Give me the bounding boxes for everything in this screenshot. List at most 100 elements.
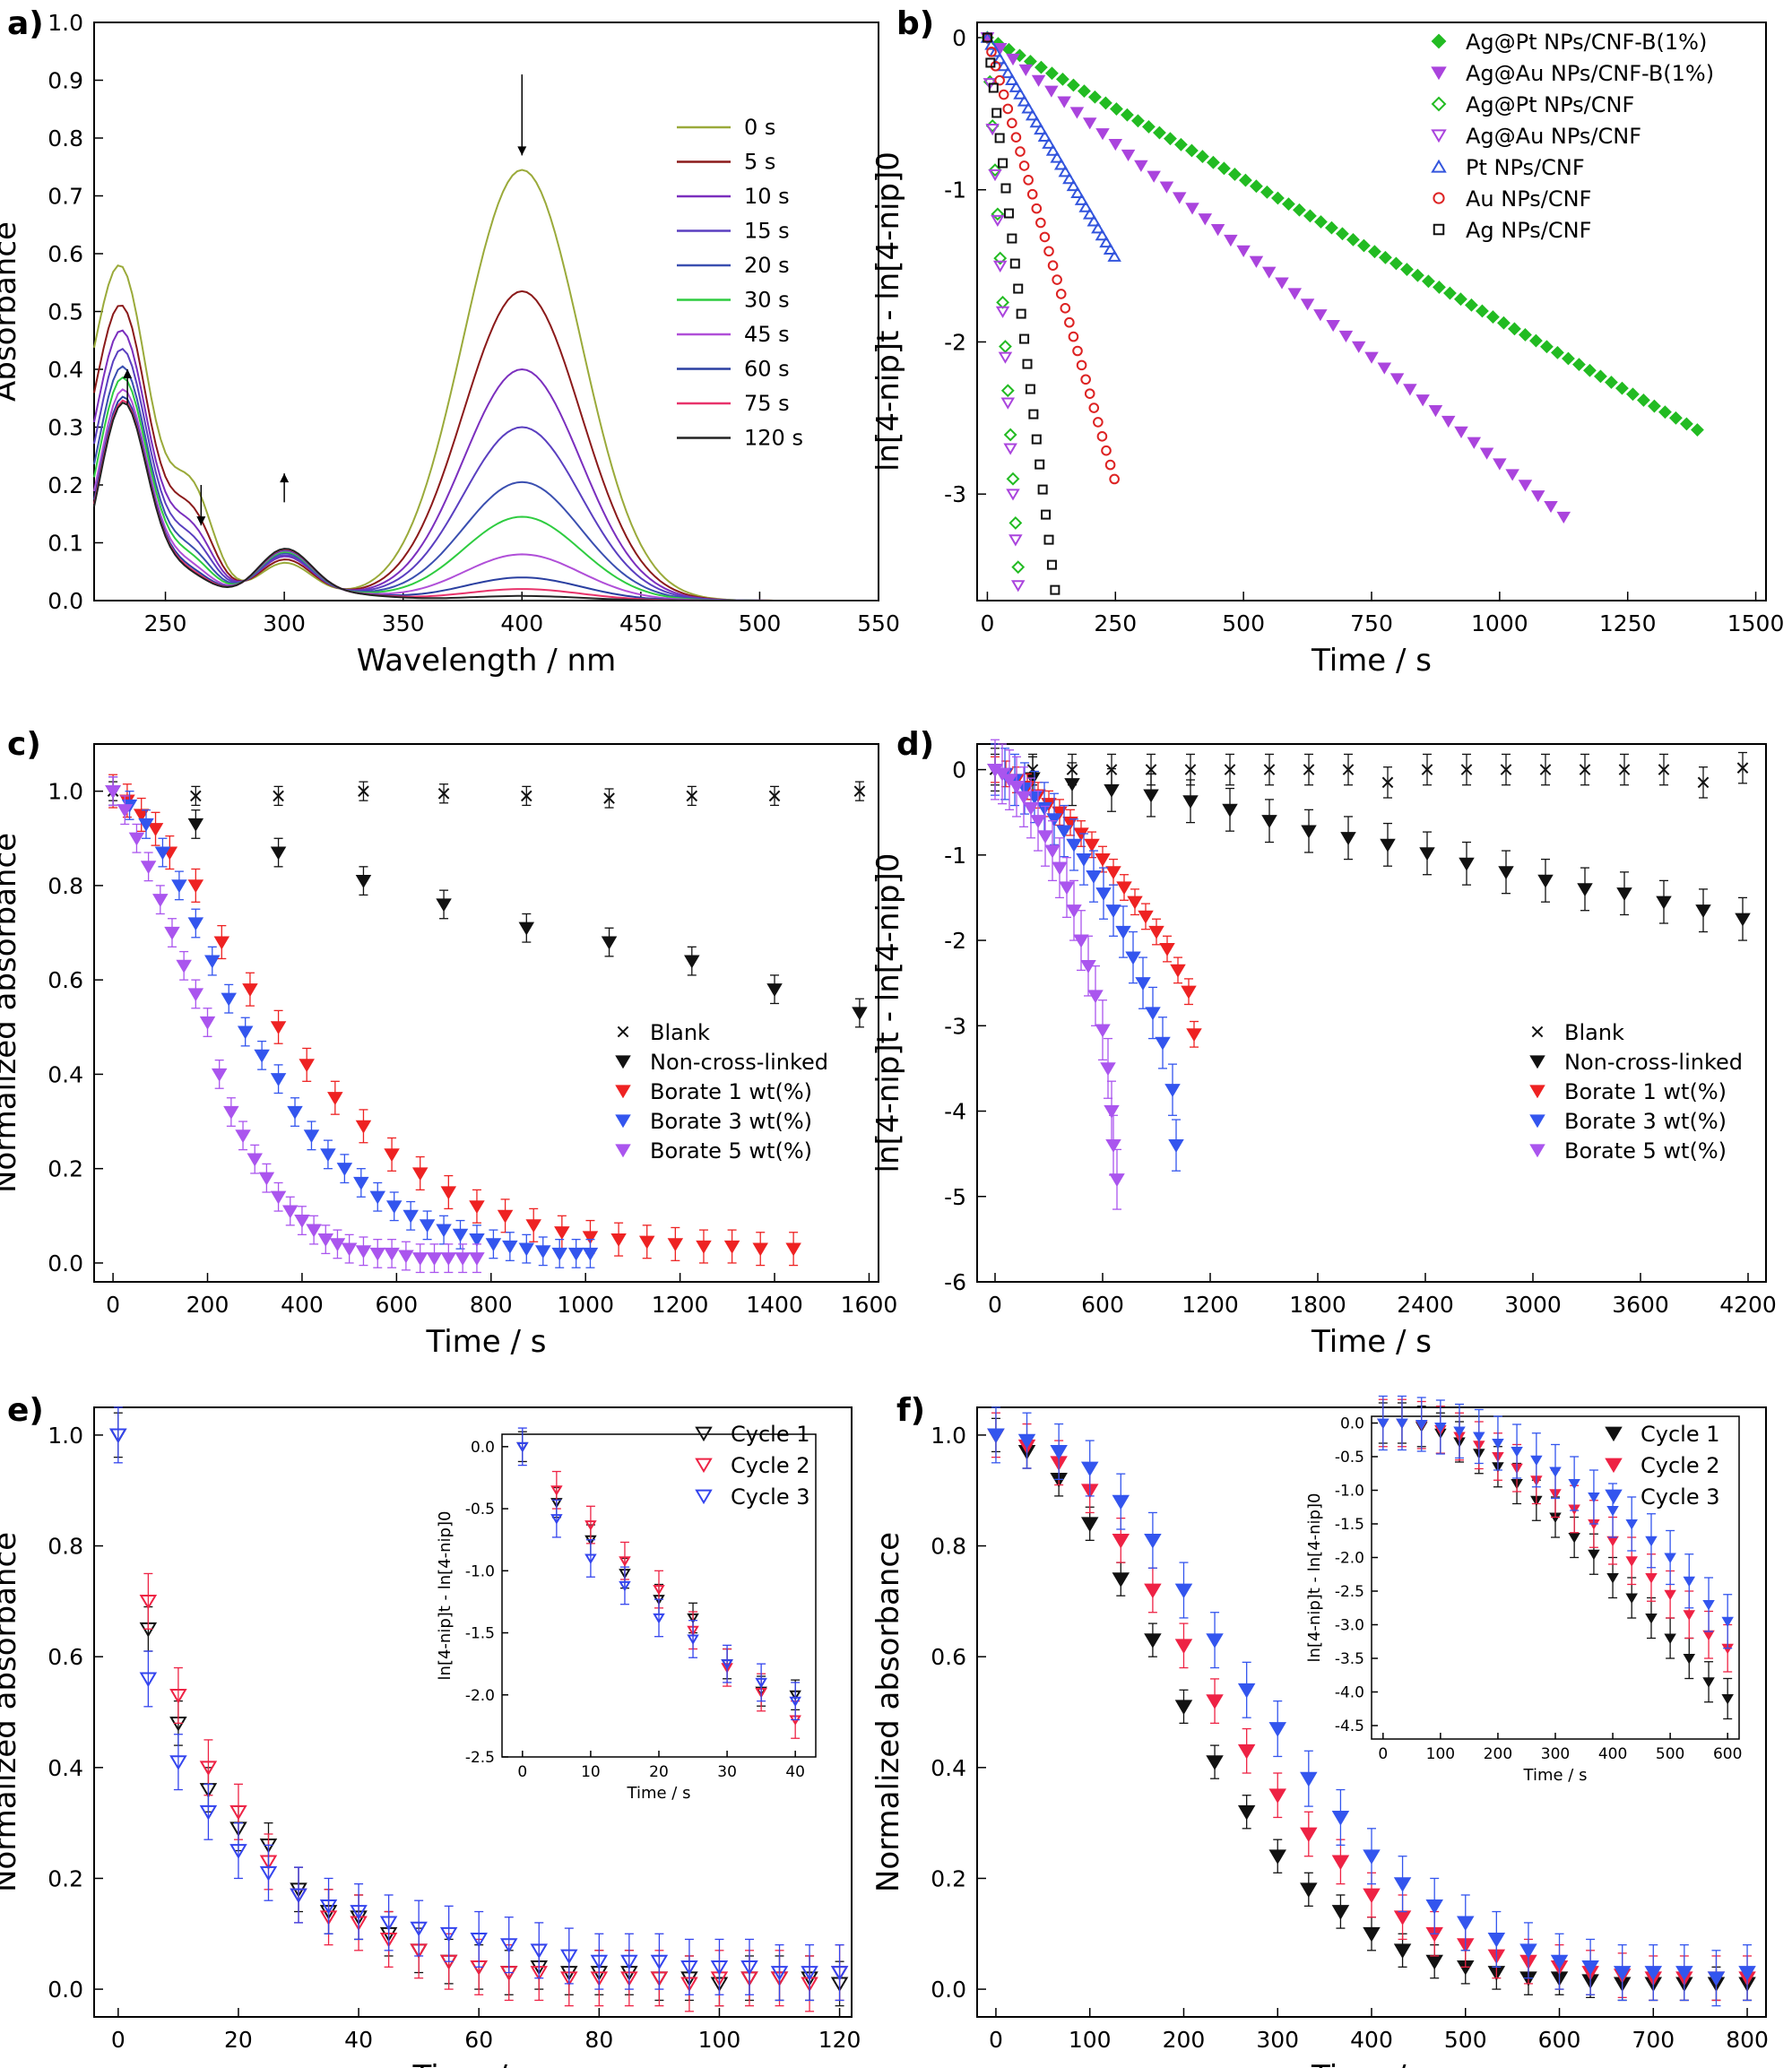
series-pt-nps-cnf <box>980 30 1121 262</box>
x-tick-label: 0 <box>989 2027 1003 2053</box>
data-point <box>1107 249 1121 262</box>
legend-label: Cycle 2 <box>731 1453 810 1478</box>
data-point <box>1268 1722 1286 1737</box>
x-tick-label: 1600 <box>841 1292 898 1318</box>
y-tick-label: -4.0 <box>1335 1684 1364 1702</box>
legend-entry: Ag@Pt NPs/CNF <box>1431 92 1634 117</box>
data-point <box>1009 781 1025 794</box>
series-ag-au-nps-cnf <box>980 32 1026 593</box>
y-tick-label: 1.0 <box>931 1423 966 1449</box>
data-point <box>353 1176 369 1190</box>
x-tick-label: 60 <box>464 2027 493 2053</box>
data-point <box>1393 1943 1412 1959</box>
data-point <box>1656 896 1672 910</box>
data-point <box>270 1073 287 1086</box>
data-point <box>411 1167 429 1181</box>
data-point <box>1015 146 1026 157</box>
data-point <box>653 1613 665 1624</box>
data-point <box>355 1245 372 1259</box>
data-point <box>1003 208 1014 219</box>
axes-a: 250 300 350 400 450 500 550 0.0 0.1 0.2 0.3 0.4 0.5 0… <box>0 10 900 679</box>
data-point <box>1039 231 1051 243</box>
data-point <box>1421 764 1433 775</box>
legend-label: Non-cross-linked <box>650 1050 828 1075</box>
data-point <box>721 1659 733 1670</box>
data-point <box>1068 331 1079 342</box>
data-point <box>1121 108 1134 122</box>
data-point <box>1664 1633 1676 1644</box>
x-tick-label: 400 <box>500 610 543 636</box>
x-tick-label: 0 <box>517 1763 527 1781</box>
legend-label: Ag@Au NPs/CNF-B(1%) <box>1466 61 1714 86</box>
data-point <box>469 1233 485 1247</box>
legend-label: Ag@Pt NPs/CNF <box>1466 92 1634 117</box>
data-point <box>1287 288 1303 300</box>
legend-marker <box>615 1055 631 1069</box>
data-point <box>1625 1556 1638 1567</box>
y-tick-label: 0.9 <box>48 68 83 94</box>
y-axis-label: ln[4-nip]t - ln[4-nip]0 <box>436 1511 454 1681</box>
data-point <box>1017 782 1033 796</box>
data-point <box>154 846 171 861</box>
data-point <box>1153 125 1166 140</box>
series-au-nps-cnf <box>982 32 1120 485</box>
legend-label: Borate 3 wt(%) <box>650 1109 812 1134</box>
legend-entry: Borate 1 wt(%) <box>615 1079 812 1104</box>
data-point <box>1625 1519 1638 1530</box>
data-point <box>1134 160 1148 172</box>
data-point <box>1551 345 1564 359</box>
legend-label: 10 s <box>744 184 790 209</box>
data-point <box>995 306 1010 318</box>
x-tick-label: 600 <box>1538 2027 1581 2053</box>
data-point <box>1052 806 1068 820</box>
y-tick-label: 0.8 <box>48 1534 83 1560</box>
data-point <box>1010 132 1022 143</box>
y-tick-label: 0.2 <box>48 472 83 498</box>
y-tick-label: 0.4 <box>48 357 83 383</box>
y-tick-label: -5 <box>944 1184 966 1210</box>
data-point <box>164 926 180 940</box>
legend-label: Borate 3 wt(%) <box>1564 1109 1727 1134</box>
x-tick-label: 450 <box>619 610 662 636</box>
data-point <box>1115 925 1131 939</box>
axes-c: 0 200 400 600 800 1000 1200 1400 1600 0.0 0.2 0.4 0.… <box>0 743 898 1360</box>
legend-entry: Cycle 3 <box>1605 1484 1720 1510</box>
data-point <box>1487 1933 1506 1948</box>
data-point <box>518 922 535 936</box>
data-point <box>1198 213 1213 226</box>
data-point <box>138 818 154 832</box>
x-tick-label: 120 <box>818 2027 861 2053</box>
x-tick-label: 750 <box>1350 610 1393 636</box>
legend-entry: Cycle 1 <box>695 1422 810 1447</box>
legend-entry: Ag NPs/CNF <box>1433 218 1591 243</box>
y-tick-label: 0.8 <box>931 1534 966 1560</box>
data-point <box>1434 1423 1447 1433</box>
data-point <box>830 1966 849 1981</box>
data-point <box>853 785 866 797</box>
data-point <box>282 1205 299 1219</box>
data-point <box>1493 458 1507 471</box>
legend-marker <box>1431 66 1447 81</box>
legend-label: Blank <box>1564 1020 1624 1045</box>
data-point <box>1498 866 1514 880</box>
series-ag-nps-cnf <box>982 32 1060 595</box>
x-axis-label: Time / s <box>1311 643 1432 679</box>
data-point <box>1185 203 1199 215</box>
data-point <box>1644 1966 1663 1981</box>
data-point <box>1363 1849 1381 1865</box>
y-axis-label: Normalized absorbance <box>0 1532 23 1892</box>
data-point <box>1042 136 1056 149</box>
data-point <box>437 787 450 800</box>
legend-entry: 15 s <box>677 219 790 244</box>
data-point <box>619 1556 631 1567</box>
data-point <box>1396 1418 1408 1429</box>
data-point <box>1080 1517 1099 1532</box>
data-point <box>259 1865 278 1882</box>
data-point <box>327 1092 343 1106</box>
data-point <box>319 1899 338 1915</box>
data-point <box>385 1200 403 1215</box>
x-tick-label: 250 <box>1094 610 1137 636</box>
data-point <box>1314 215 1328 229</box>
data-point <box>1088 90 1102 104</box>
